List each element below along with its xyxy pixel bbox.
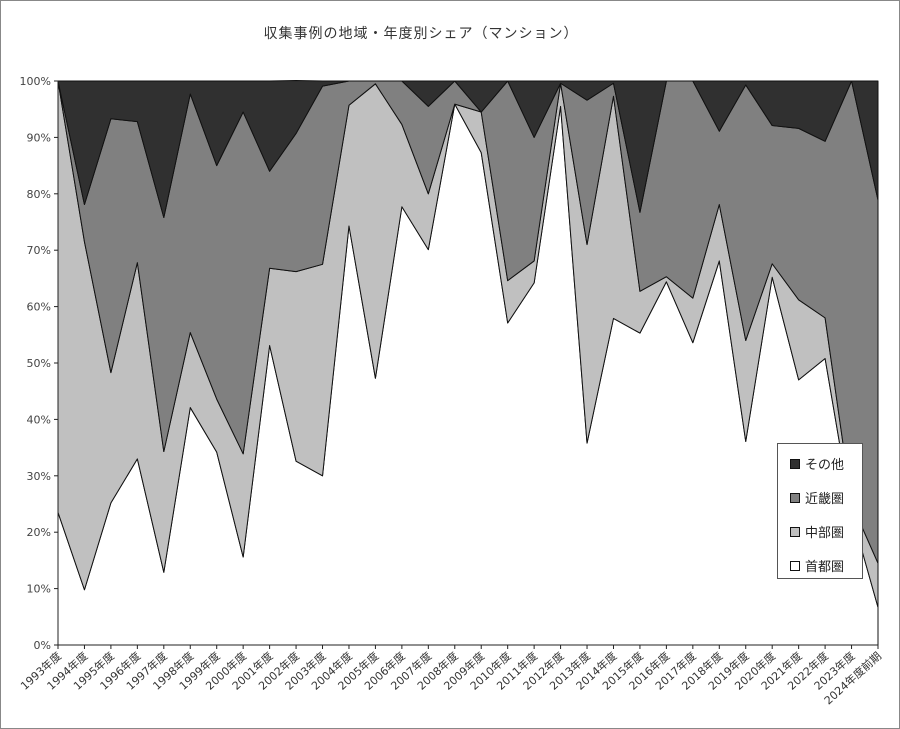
y-tick-label: 80%	[27, 188, 51, 201]
legend-label: 近畿圏	[805, 492, 845, 507]
y-tick-label: 100%	[20, 75, 51, 88]
y-tick-label: 50%	[27, 357, 51, 370]
legend-item: 中部圏	[790, 522, 844, 541]
y-tick-label: 60%	[27, 301, 51, 314]
y-tick-label: 20%	[27, 526, 51, 539]
y-tick-label: 90%	[27, 131, 51, 144]
legend-swatch	[790, 560, 800, 571]
legend-swatch	[790, 458, 800, 469]
y-tick-label: 70%	[27, 244, 51, 257]
legend-swatch	[790, 526, 800, 537]
legend-item: その他	[790, 454, 844, 473]
chart-title: 収集事例の地域・年度別シェア（マンション）	[263, 26, 579, 42]
chart-legend: その他近畿圏中部圏首都圏	[777, 443, 863, 579]
legend-swatch	[790, 492, 800, 503]
legend-item: 首都圏	[790, 556, 844, 575]
y-tick-label: 0%	[34, 639, 51, 652]
legend-label: 首都圏	[805, 560, 845, 575]
legend-label: その他	[805, 458, 845, 473]
legend-label: 中部圏	[805, 526, 845, 541]
area-series-3	[57, 79, 879, 218]
y-tick-label: 30%	[27, 470, 51, 483]
y-tick-label: 10%	[27, 583, 51, 596]
y-tick-label: 40%	[27, 413, 51, 426]
legend-item: 近畿圏	[790, 488, 844, 507]
